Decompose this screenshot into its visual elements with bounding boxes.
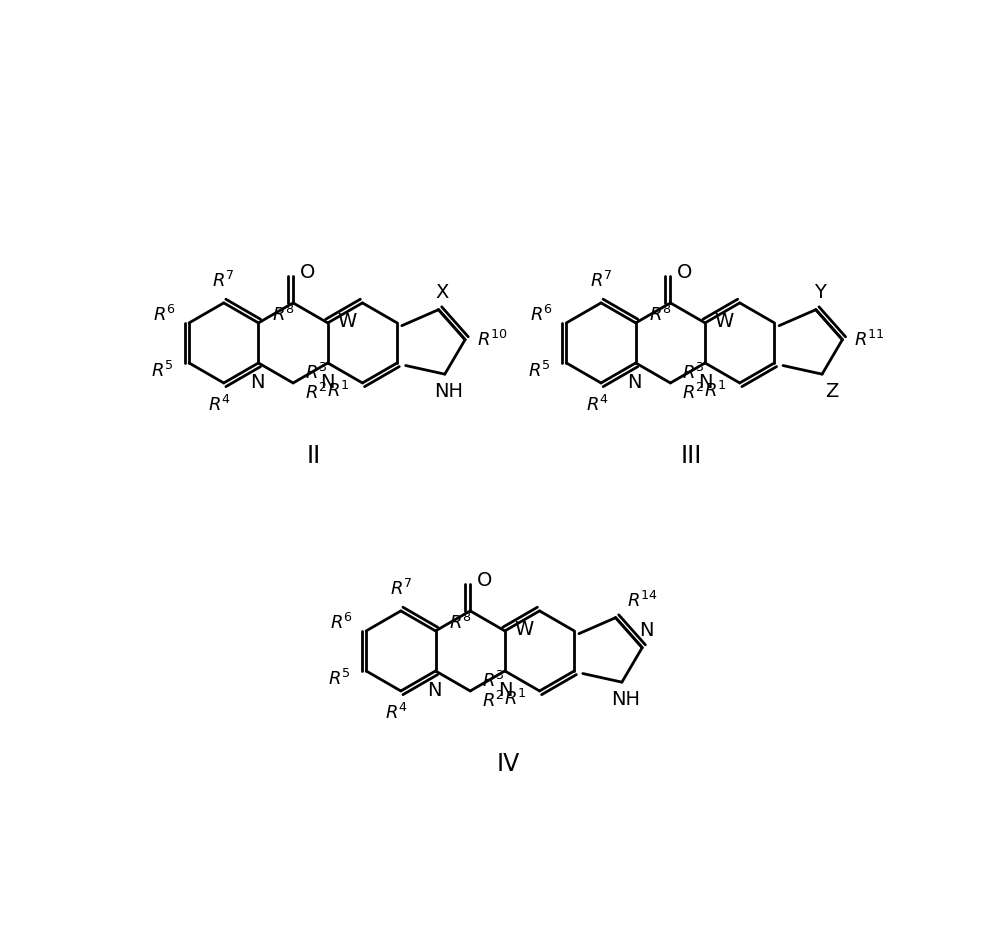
Text: $R^6$: $R^6$ [330, 613, 353, 633]
Text: $R^2$: $R^2$ [682, 383, 705, 403]
Text: II: II [307, 445, 321, 468]
Text: Z: Z [825, 382, 838, 401]
Text: $R^8$: $R^8$ [649, 306, 672, 326]
Text: $R^1$: $R^1$ [327, 381, 349, 401]
Text: $R^6$: $R^6$ [530, 306, 553, 326]
Text: O: O [677, 263, 693, 282]
Text: N: N [427, 681, 441, 700]
Text: $R^4$: $R^4$ [586, 394, 609, 414]
Text: $R^5$: $R^5$ [328, 668, 351, 688]
Text: $R^{11}$: $R^{11}$ [854, 329, 885, 349]
Text: W: W [515, 620, 534, 639]
Text: $R^3$: $R^3$ [305, 363, 328, 383]
Text: $R^8$: $R^8$ [449, 613, 472, 633]
Text: $R^4$: $R^4$ [208, 394, 231, 414]
Text: W: W [715, 312, 734, 331]
Text: N: N [627, 372, 641, 391]
Text: N: N [498, 681, 512, 700]
Text: N: N [321, 372, 335, 391]
Text: III: III [680, 445, 702, 468]
Text: N: N [639, 622, 653, 640]
Text: $R^7$: $R^7$ [212, 271, 235, 291]
Text: $R^7$: $R^7$ [390, 579, 412, 600]
Text: NH: NH [434, 382, 463, 401]
Text: N: N [250, 372, 264, 391]
Text: $R^5$: $R^5$ [528, 361, 551, 381]
Text: $R^8$: $R^8$ [272, 306, 295, 326]
Text: IV: IV [497, 752, 520, 776]
Text: $R^{14}$: $R^{14}$ [627, 590, 658, 611]
Text: $R^2$: $R^2$ [305, 383, 327, 403]
Text: X: X [436, 284, 449, 302]
Text: $R^4$: $R^4$ [385, 703, 409, 723]
Text: $R^2$: $R^2$ [482, 691, 505, 711]
Text: $R^3$: $R^3$ [482, 671, 505, 691]
Text: $R^7$: $R^7$ [590, 271, 612, 291]
Text: W: W [337, 312, 357, 331]
Text: N: N [698, 372, 712, 391]
Text: $R^3$: $R^3$ [682, 363, 705, 383]
Text: $R^6$: $R^6$ [153, 306, 176, 326]
Text: O: O [477, 570, 493, 589]
Text: $R^1$: $R^1$ [704, 381, 726, 401]
Text: O: O [300, 263, 315, 282]
Text: NH: NH [611, 689, 640, 708]
Text: $R^1$: $R^1$ [504, 688, 526, 708]
Text: Y: Y [814, 284, 826, 302]
Text: $R^5$: $R^5$ [151, 361, 173, 381]
Text: $R^{10}$: $R^{10}$ [477, 329, 508, 349]
